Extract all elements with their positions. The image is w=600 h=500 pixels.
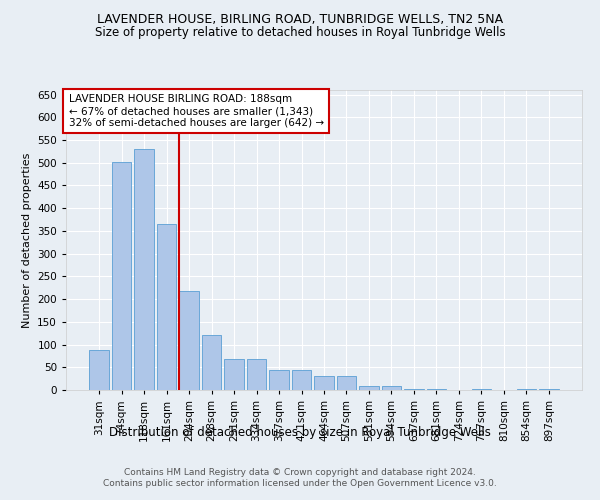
Text: Size of property relative to detached houses in Royal Tunbridge Wells: Size of property relative to detached ho… (95, 26, 505, 39)
Bar (314, 376, 334, 390)
Text: LAVENDER HOUSE BIRLING ROAD: 188sqm
← 67% of detached houses are smaller (1,343): LAVENDER HOUSE BIRLING ROAD: 188sqm ← 67… (68, 94, 324, 128)
Bar (427, 388, 446, 390)
Bar (359, 386, 379, 390)
Bar (539, 389, 559, 390)
Bar (337, 376, 356, 390)
Bar (269, 370, 289, 390)
Text: Distribution of detached houses by size in Royal Tunbridge Wells: Distribution of detached houses by size … (109, 426, 491, 439)
Bar (179, 291, 199, 390)
Text: LAVENDER HOUSE, BIRLING ROAD, TUNBRIDGE WELLS, TN2 5NA: LAVENDER HOUSE, BIRLING ROAD, TUNBRIDGE … (97, 12, 503, 26)
Bar (112, 162, 131, 390)
Bar (472, 389, 491, 390)
Bar (404, 388, 424, 390)
Bar (517, 389, 536, 390)
Bar (157, 224, 176, 390)
Text: Contains HM Land Registry data © Crown copyright and database right 2024.
Contai: Contains HM Land Registry data © Crown c… (103, 468, 497, 487)
Y-axis label: Number of detached properties: Number of detached properties (22, 152, 32, 328)
Bar (134, 149, 154, 390)
Bar (224, 359, 244, 390)
Bar (202, 336, 221, 390)
Bar (292, 370, 311, 390)
Bar (89, 350, 109, 390)
Bar (382, 386, 401, 390)
Bar (247, 359, 266, 390)
